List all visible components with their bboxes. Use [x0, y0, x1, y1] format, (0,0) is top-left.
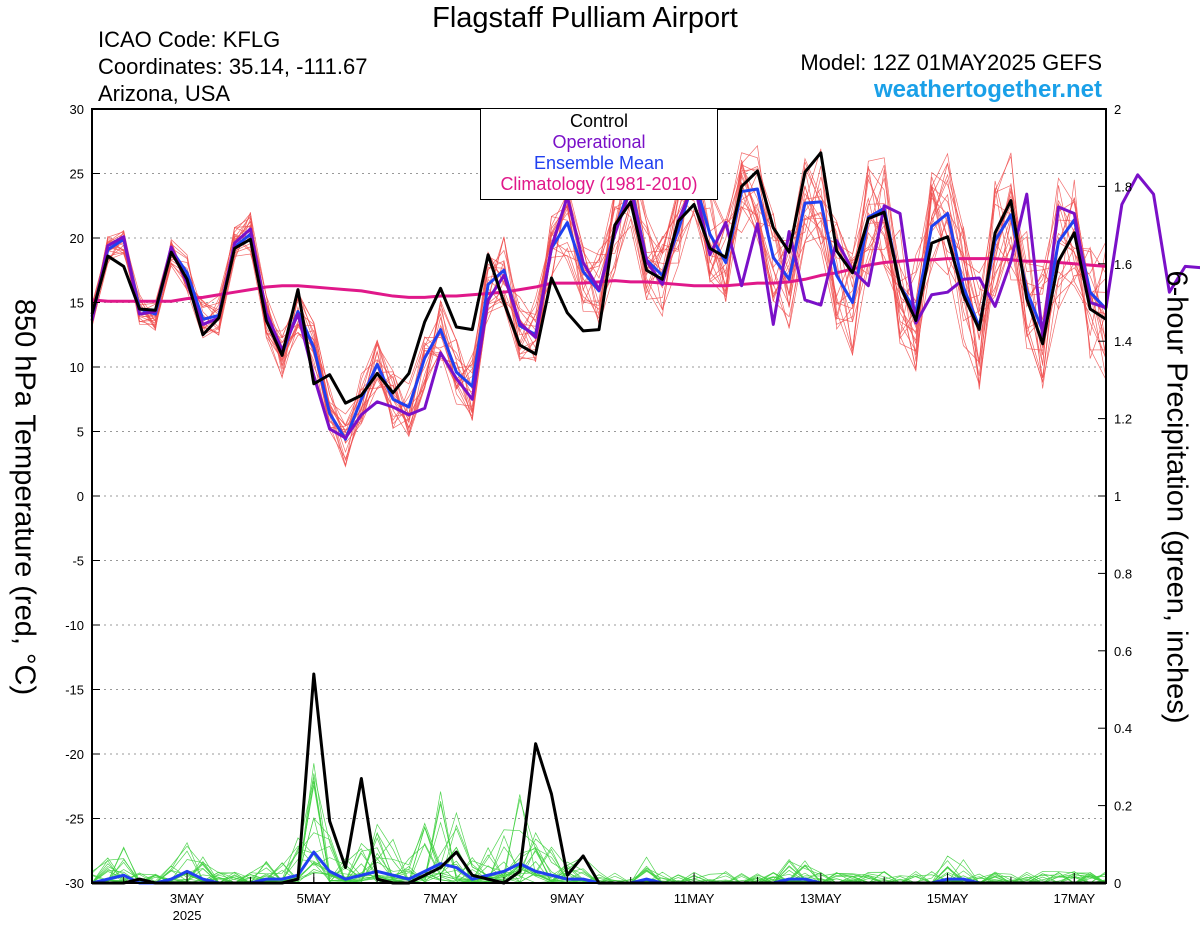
y-axis-left-label: 850 hPa Temperature (red, °C): [8, 298, 41, 696]
legend-operational: Operational: [552, 132, 646, 152]
coordinates: Coordinates: 35.14, -111.67: [98, 54, 368, 79]
x-tick-label: 7MAY: [423, 891, 458, 906]
y-left-tick-label: 20: [70, 231, 84, 246]
x-tick-label: 5MAY: [297, 891, 332, 906]
x-tick-label: 11MAY: [674, 891, 715, 906]
ensemble-member-precip-line: [91, 791, 1107, 884]
grid-lines: [92, 173, 1106, 819]
ensemble-member-precip-line: [91, 798, 1107, 884]
site-link[interactable]: weathertogether.net: [873, 76, 1102, 103]
y-right-tick-label: 0.6: [1114, 644, 1132, 659]
y-right-tick-label: 0.4: [1114, 721, 1132, 736]
y-left-tick-label: -5: [72, 554, 84, 569]
y-left-tick-label: 0: [77, 489, 84, 504]
ensemble-member-precip-line: [91, 794, 1107, 884]
y-left-tick-label: -15: [65, 683, 84, 698]
y-left-tick-label: 15: [70, 296, 84, 311]
legend-control: Control: [569, 111, 629, 131]
y-left-tick-label: -30: [65, 876, 84, 891]
y-right-tick-label: 0.2: [1114, 799, 1132, 814]
icao-code: ICAO Code: KFLG: [98, 27, 281, 52]
chart-legend: Control Operational Ensemble Mean Climat…: [480, 108, 718, 200]
tick-labels: 302520151050-5-10-15-20-25-3021.81.61.41…: [65, 102, 1132, 923]
x-tick-label: 17MAY: [1053, 891, 1095, 906]
y-right-tick-label: 0.8: [1114, 566, 1132, 581]
x-tick-label: 3MAY: [170, 891, 205, 906]
ensemble-member-precip-line: [91, 803, 1106, 884]
ensemble-member-precip-line: [91, 777, 1107, 884]
y-right-tick-label: 1.4: [1114, 334, 1132, 349]
y-right-tick-label: 2: [1114, 102, 1121, 117]
y-left-tick-label: 30: [70, 102, 84, 117]
ensemble-member-precip-line: [91, 785, 1107, 884]
ensemble-member-precip-line: [91, 822, 1107, 884]
ensemble-member-precip-line: [91, 763, 1107, 884]
control-precip-line: [92, 672, 1106, 885]
y-axis-right-label: 6-hour Precipitation (green, inches): [1160, 270, 1193, 724]
control-temp-line: [90, 151, 1107, 405]
legend-mean: Ensemble Mean: [533, 153, 665, 173]
ensemble-member-temp-line: [91, 174, 1107, 429]
y-left-tick-label: 10: [70, 360, 84, 375]
ensemble-member-precip-line: [91, 780, 1107, 884]
y-right-tick-label: 1.2: [1114, 412, 1132, 427]
x-tick-sublabel: 2025: [173, 908, 202, 923]
chart-title: Flagstaff Pulliam Airport: [432, 2, 738, 34]
region: Arizona, USA: [98, 81, 231, 106]
y-left-tick-label: 5: [77, 425, 84, 440]
x-tick-label: 13MAY: [800, 891, 842, 906]
y-right-tick-label: 1: [1114, 489, 1121, 504]
y-right-tick-label: 1.6: [1114, 257, 1132, 272]
ensemble-member-precip-line: [91, 780, 1107, 884]
y-right-tick-label: 1.8: [1114, 179, 1132, 194]
series-lines: [90, 151, 1200, 885]
y-left-tick-label: -25: [65, 812, 84, 827]
x-tick-label: 15MAY: [927, 891, 969, 906]
model-run: Model: 12Z 01MAY2025 GEFS: [800, 50, 1102, 75]
ensemble-member-precip-line: [91, 811, 1107, 884]
y-left-tick-label: -20: [65, 747, 84, 762]
y-left-tick-label: -10: [65, 618, 84, 633]
y-right-tick-label: 0: [1114, 876, 1121, 891]
ensemble-member-temp-line: [91, 147, 1107, 430]
x-tick-label: 9MAY: [550, 891, 585, 906]
y-left-tick-label: 25: [70, 167, 84, 182]
legend-climo: Climatology (1981-2010): [500, 174, 698, 194]
ensemble-member-precip-line: [91, 773, 1107, 884]
